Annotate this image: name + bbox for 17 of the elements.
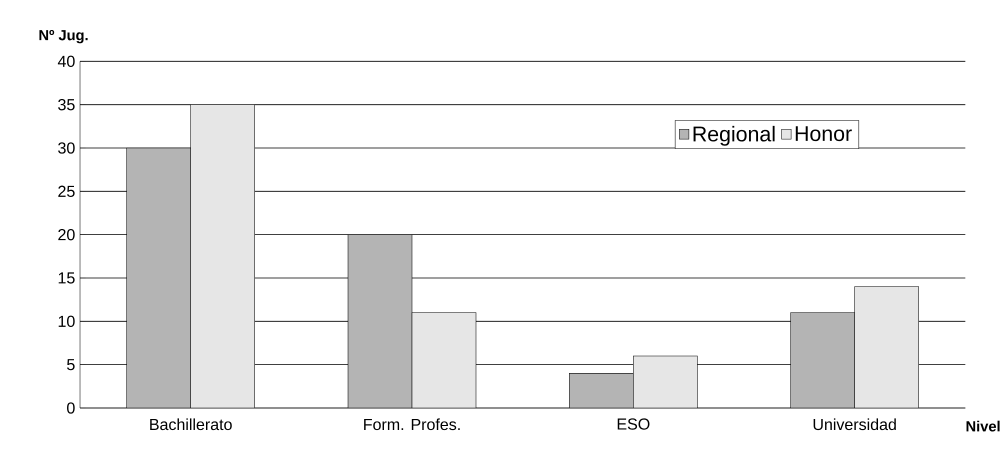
x-axis-title: Nivel (966, 420, 1000, 432)
y-tick-label: 20 (58, 229, 75, 240)
x-tick-label: ESO (618, 418, 650, 430)
y-tick-label: 35 (58, 99, 75, 110)
y-tick-label: 5 (67, 359, 75, 370)
y-tick-label: 15 (58, 272, 75, 284)
y-tick-label: 25 (58, 186, 75, 197)
x-tick-label: Form. Profes. (364, 418, 460, 430)
x-tick-label: Bachillerato (150, 418, 232, 430)
y-tick-label: 40 (58, 56, 75, 67)
y-tick-label: 0 (67, 402, 75, 414)
y-axis-title: Nº Jug. (39, 30, 88, 44)
legend-label: Honor (796, 126, 852, 142)
x-tick-label: Universidad (814, 418, 896, 430)
y-tick-label: 10 (58, 316, 75, 327)
y-tick-label: 30 (58, 142, 75, 154)
legend-label: Regional (694, 126, 775, 146)
